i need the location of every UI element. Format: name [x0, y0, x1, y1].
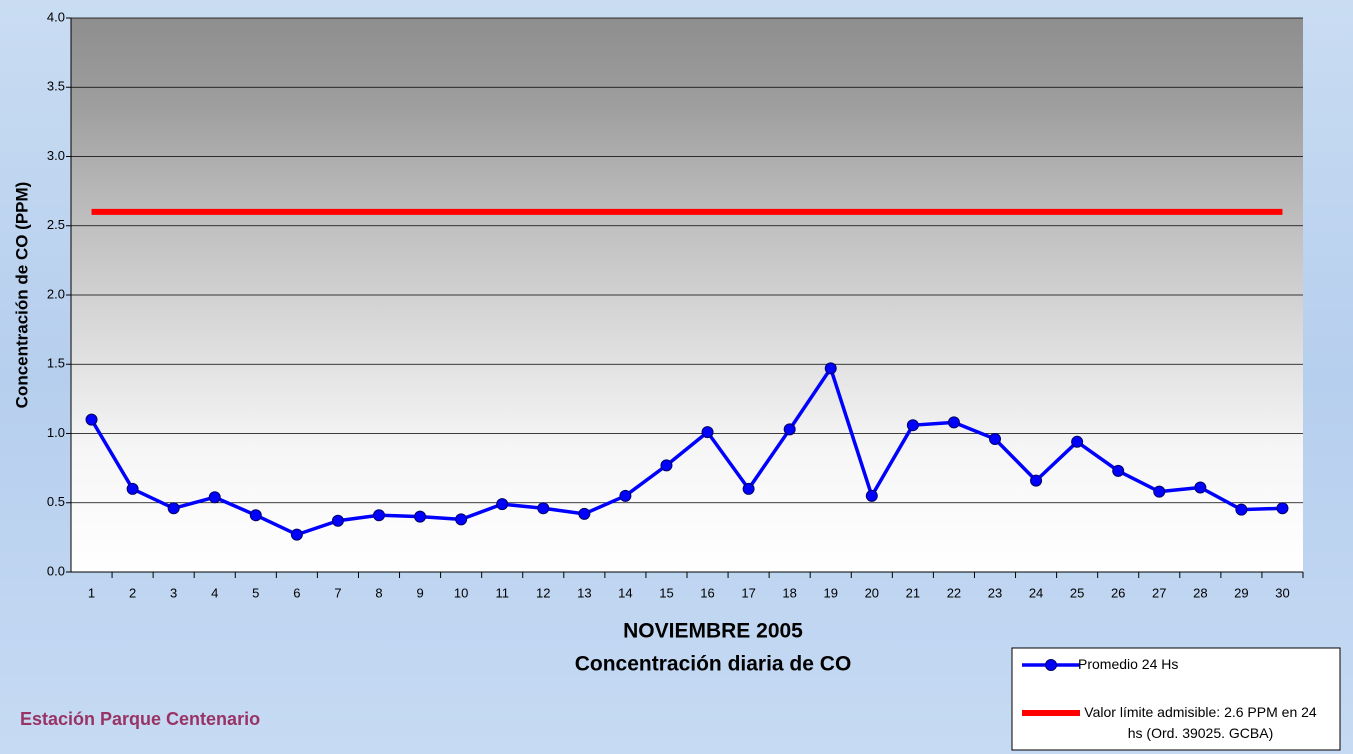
- data-point: [209, 492, 220, 503]
- x-tick-label: 10: [454, 585, 468, 600]
- data-point: [415, 511, 426, 522]
- data-point: [332, 515, 343, 526]
- y-tick-label: 2.5: [47, 217, 65, 232]
- x-tick-label: 16: [700, 585, 714, 600]
- page: NOVIEMBRE 2005 Concentración diaria de C…: [0, 0, 1353, 754]
- data-point: [374, 510, 385, 521]
- x-tick-label: 4: [211, 585, 218, 600]
- data-point: [948, 417, 959, 428]
- y-tick-label: 1.0: [47, 425, 65, 440]
- data-point: [784, 424, 795, 435]
- x-tick-label: 22: [947, 585, 961, 600]
- data-point: [1277, 503, 1288, 514]
- x-tick-label: 27: [1152, 585, 1166, 600]
- x-tick-label: 14: [618, 585, 632, 600]
- x-tick-label: 29: [1234, 585, 1248, 600]
- data-point: [907, 420, 918, 431]
- x-tick-label: 5: [252, 585, 259, 600]
- x-tick-label: 15: [659, 585, 673, 600]
- x-tick-label: 1: [88, 585, 95, 600]
- data-point: [620, 490, 631, 501]
- x-tick-label: 24: [1029, 585, 1043, 600]
- y-tick-label: 3.0: [47, 148, 65, 163]
- data-point: [990, 434, 1001, 445]
- x-tick-label: 6: [293, 585, 300, 600]
- data-point: [1072, 436, 1083, 447]
- data-point: [1113, 465, 1124, 476]
- data-point: [743, 483, 754, 494]
- legend-label: Valor límite admisible: 2.6 PPM en 24 hs…: [1078, 702, 1323, 744]
- data-point: [702, 427, 713, 438]
- x-tick-label: 25: [1070, 585, 1084, 600]
- data-point: [538, 503, 549, 514]
- x-tick-label: 23: [988, 585, 1002, 600]
- x-tick-label: 21: [906, 585, 920, 600]
- x-tick-label: 2: [129, 585, 136, 600]
- data-point: [1031, 475, 1042, 486]
- y-axis-label: Concentración de CO (PPM): [12, 182, 31, 409]
- data-point: [825, 363, 836, 374]
- legend-label-box: Valor límite admisible: 2.6 PPM en 24 hs…: [1078, 702, 1323, 750]
- x-tick-label: 19: [823, 585, 837, 600]
- station-label: Estación Parque Centenario: [20, 709, 260, 729]
- chart-subtitle: Concentración diaria de CO: [575, 653, 852, 676]
- y-tick-label: 2.0: [47, 286, 65, 301]
- legend-label: Promedio 24 Hs: [1078, 654, 1323, 675]
- data-point: [579, 508, 590, 519]
- x-tick-label: 26: [1111, 585, 1125, 600]
- data-point: [1154, 486, 1165, 497]
- x-tick-label: 12: [536, 585, 550, 600]
- x-tick-label: 30: [1275, 585, 1289, 600]
- data-point: [1195, 482, 1206, 493]
- y-tick-label: 0.0: [47, 563, 65, 578]
- x-tick-label: 3: [170, 585, 177, 600]
- data-point: [1236, 504, 1247, 515]
- x-tick-label: 11: [495, 585, 509, 600]
- x-tick-label: 13: [577, 585, 591, 600]
- x-tick-label: 7: [334, 585, 341, 600]
- data-point: [168, 503, 179, 514]
- x-tick-label: 17: [741, 585, 755, 600]
- chart: NOVIEMBRE 2005 Concentración diaria de C…: [0, 0, 1353, 754]
- data-point: [456, 514, 467, 525]
- x-tick-label: 18: [782, 585, 796, 600]
- data-point: [127, 483, 138, 494]
- legend-marker: [1046, 660, 1057, 671]
- data-point: [866, 490, 877, 501]
- x-tick-label: 20: [865, 585, 879, 600]
- chart-title: NOVIEMBRE 2005: [623, 620, 803, 643]
- data-point: [291, 529, 302, 540]
- y-tick-label: 0.5: [47, 494, 65, 509]
- data-point: [497, 499, 508, 510]
- data-point: [661, 460, 672, 471]
- x-tick-label: 28: [1193, 585, 1207, 600]
- y-tick-label: 3.5: [47, 79, 65, 94]
- y-tick-label: 1.5: [47, 356, 65, 371]
- x-tick-label: 8: [375, 585, 382, 600]
- data-point: [86, 414, 97, 425]
- y-tick-label: 4.0: [47, 9, 65, 24]
- x-tick-label: 9: [416, 585, 423, 600]
- data-point: [250, 510, 261, 521]
- legend-label-box: Promedio 24 Hs: [1078, 654, 1323, 702]
